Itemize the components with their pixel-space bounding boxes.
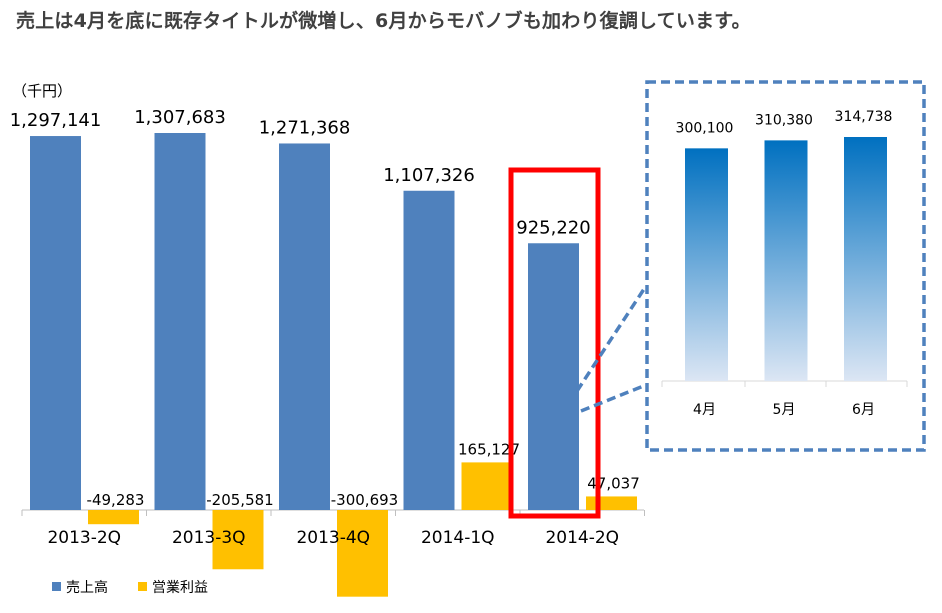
sales-value-label: 1,307,683 [134,107,226,128]
sales-bar [154,133,206,510]
operating-profit-bar [461,462,513,510]
legend-label-operating-profit: 営業利益 [152,580,208,596]
inset-value-label: 314,738 [835,109,893,125]
inset-value-label: 300,100 [676,120,734,136]
operating-profit-value-label: -49,283 [87,491,145,509]
legend-label-sales: 売上高 [66,579,108,596]
legend: 売上高 営業利益 [52,579,208,596]
category-label: 2013-4Q [296,528,370,548]
category-label: 2014-2Q [545,528,619,548]
sales-bar [403,190,455,511]
sales-bar [528,243,579,510]
inset-category-label: 5月 [773,402,796,418]
inset-bar [685,148,728,381]
sales-value-label: 1,107,326 [383,165,475,186]
operating-profit-value-label: -300,693 [331,491,398,509]
operating-profit-bar [586,496,637,510]
operating-profit-value-label: 165,127 [458,440,520,458]
operating-profit-bar [212,510,264,570]
sales-value-label: 1,297,141 [10,110,102,131]
zoom-connector-line-lower [580,383,647,413]
inset-category-label: 6月 [852,402,875,418]
inset-value-label: 310,380 [755,112,813,128]
inset-bar [764,140,808,381]
headline: 売上は4月を底に既存タイトルが微増し、6月からモバノブも加わり復調しています。 [16,10,751,32]
operating-profit-bar [337,510,388,597]
sales-value-label: 1,271,368 [259,117,351,138]
inset-chart: 300,100 4月 310,380 5月 314,738 6月 [645,80,926,452]
category-label: 2013-3Q [172,528,246,548]
highlight-box [508,167,601,519]
sales-bar [279,143,330,510]
main-chart: 1,297,141 -49,283 2013-2Q 1,307,683 -205,581… [10,107,645,597]
sales-value-label: 925,220 [516,217,590,238]
inset-bar [844,137,887,381]
operating-profit-bar [88,510,139,525]
operating-profit-value-label: 47,037 [587,474,640,492]
zoom-connector-line-upper [575,285,648,392]
category-label: 2013-2Q [47,528,121,548]
zoom-connector [575,285,648,413]
operating-profit-value-label: -205,581 [206,491,273,509]
legend-swatch-operating-profit [138,582,147,591]
category-label: 2014-1Q [421,528,495,548]
sales-bar [30,136,81,510]
inset-category-label: 4月 [693,402,716,418]
inset-frame [645,80,926,452]
unit-label: （千円） [12,82,72,100]
legend-swatch-sales [52,582,61,591]
